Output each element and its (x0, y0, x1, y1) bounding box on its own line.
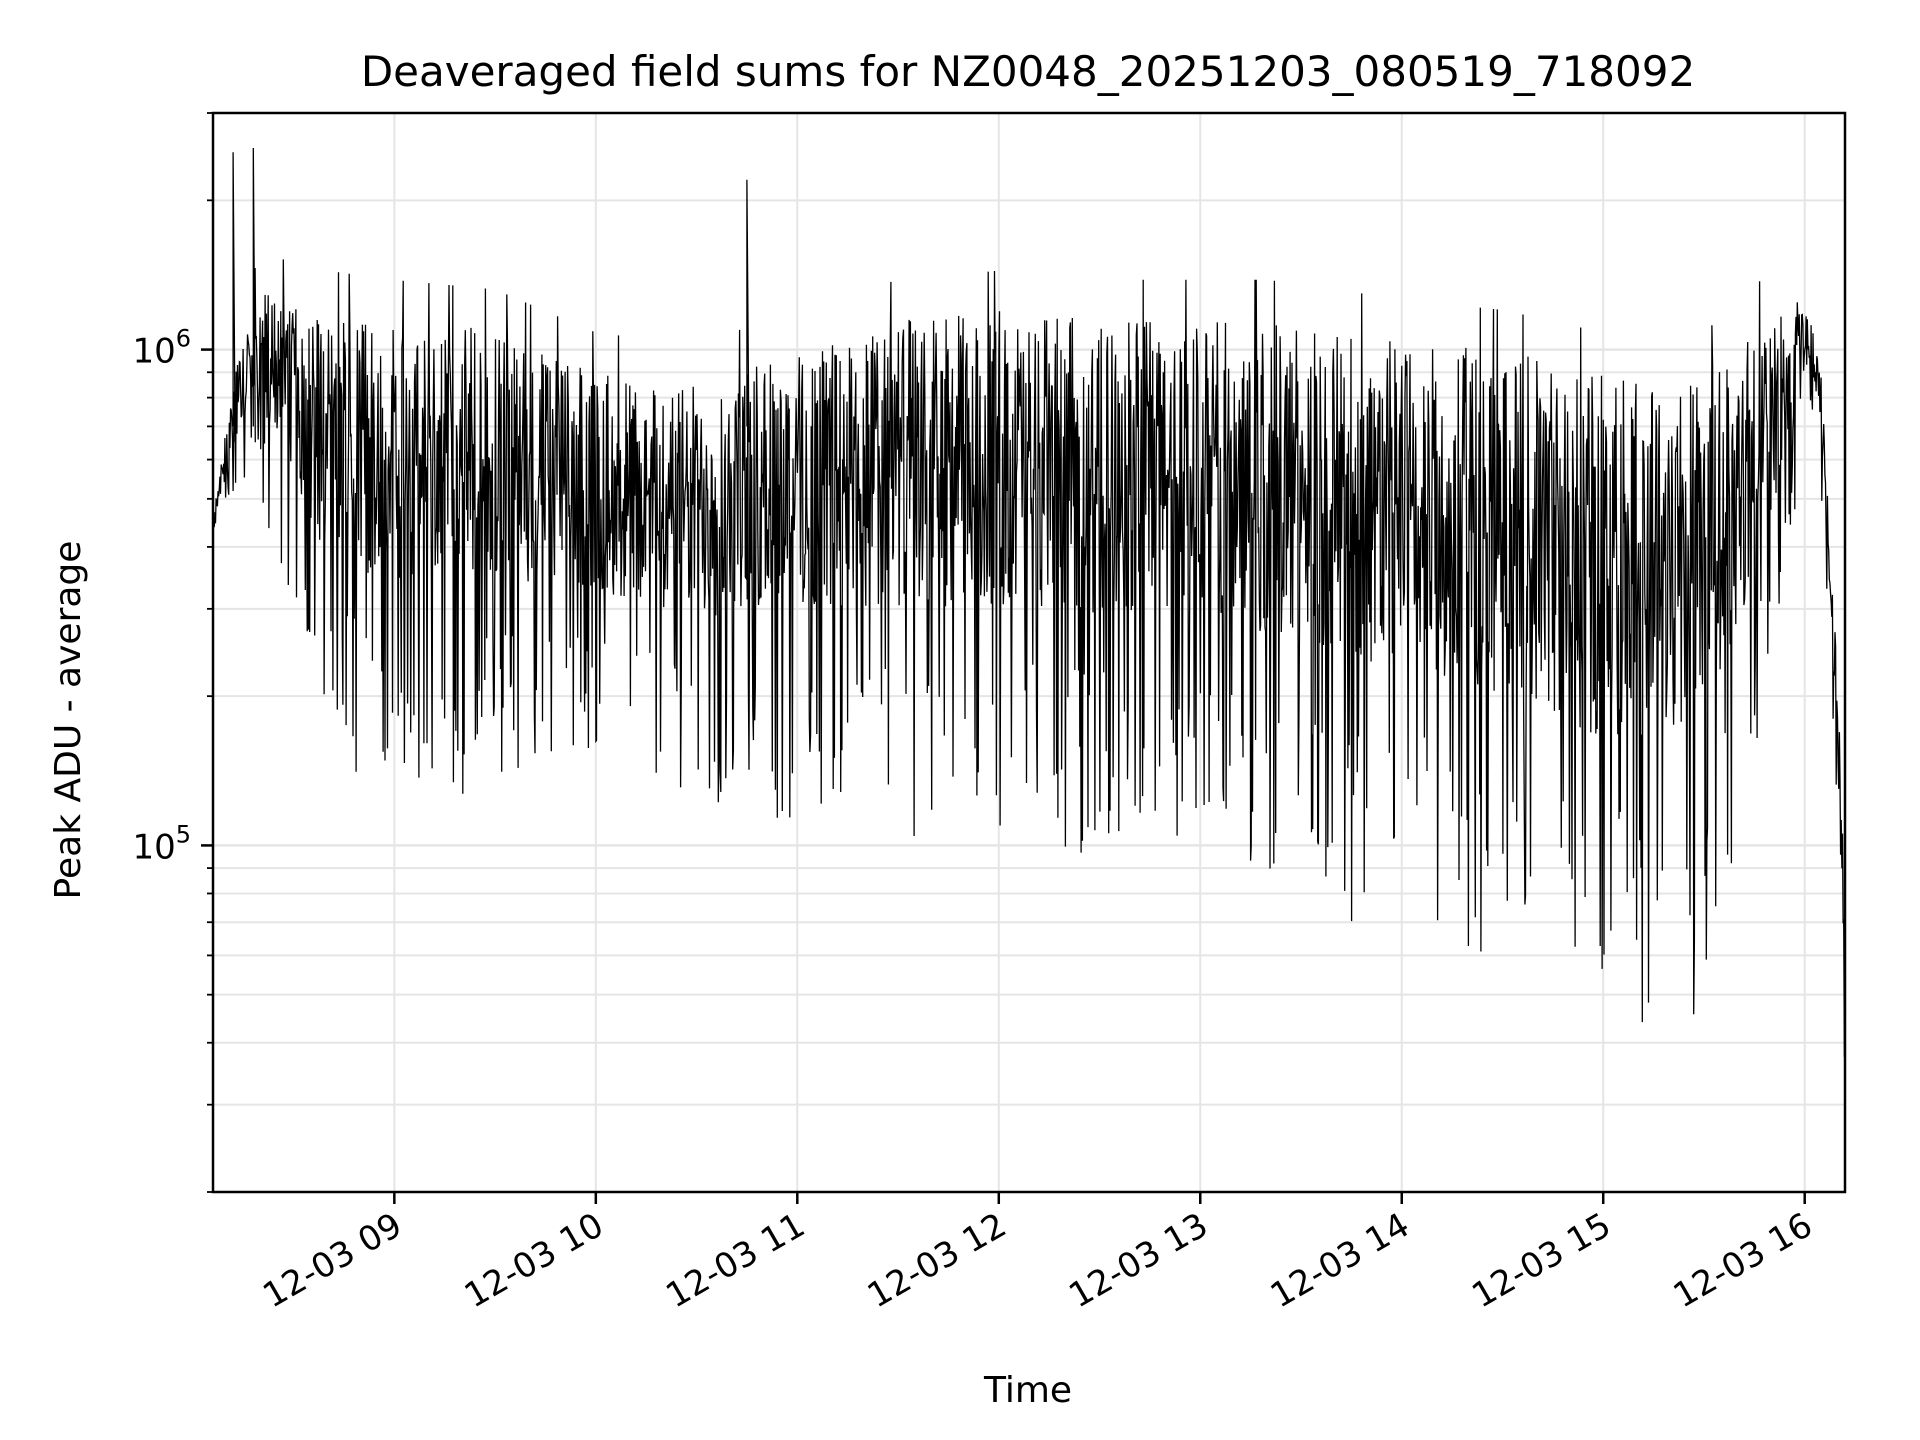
x-tick-label: 12-03 13 (1062, 1205, 1214, 1316)
chart-title: Deaveraged field sums for NZ0048_2025120… (361, 47, 1695, 96)
plot-frame (211, 111, 1847, 1194)
series-path (212, 147, 1846, 1058)
y-tick-label: 105 (132, 820, 191, 867)
y-axis-label: Peak ADU - average (48, 541, 89, 900)
x-tick-label: 12-03 11 (659, 1205, 811, 1316)
y-tick-label: 106 (132, 325, 191, 372)
x-tick-label: 12-03 15 (1465, 1205, 1617, 1316)
x-tick-label: 12-03 12 (861, 1205, 1013, 1316)
series-line (212, 147, 1846, 1058)
x-tick-label: 12-03 09 (256, 1205, 408, 1316)
x-axis-label: Time (983, 1370, 1072, 1411)
x-tick-label: 12-03 14 (1264, 1205, 1416, 1316)
x-tick-label: 12-03 10 (458, 1205, 610, 1316)
x-tick-label: 12-03 16 (1667, 1205, 1819, 1316)
